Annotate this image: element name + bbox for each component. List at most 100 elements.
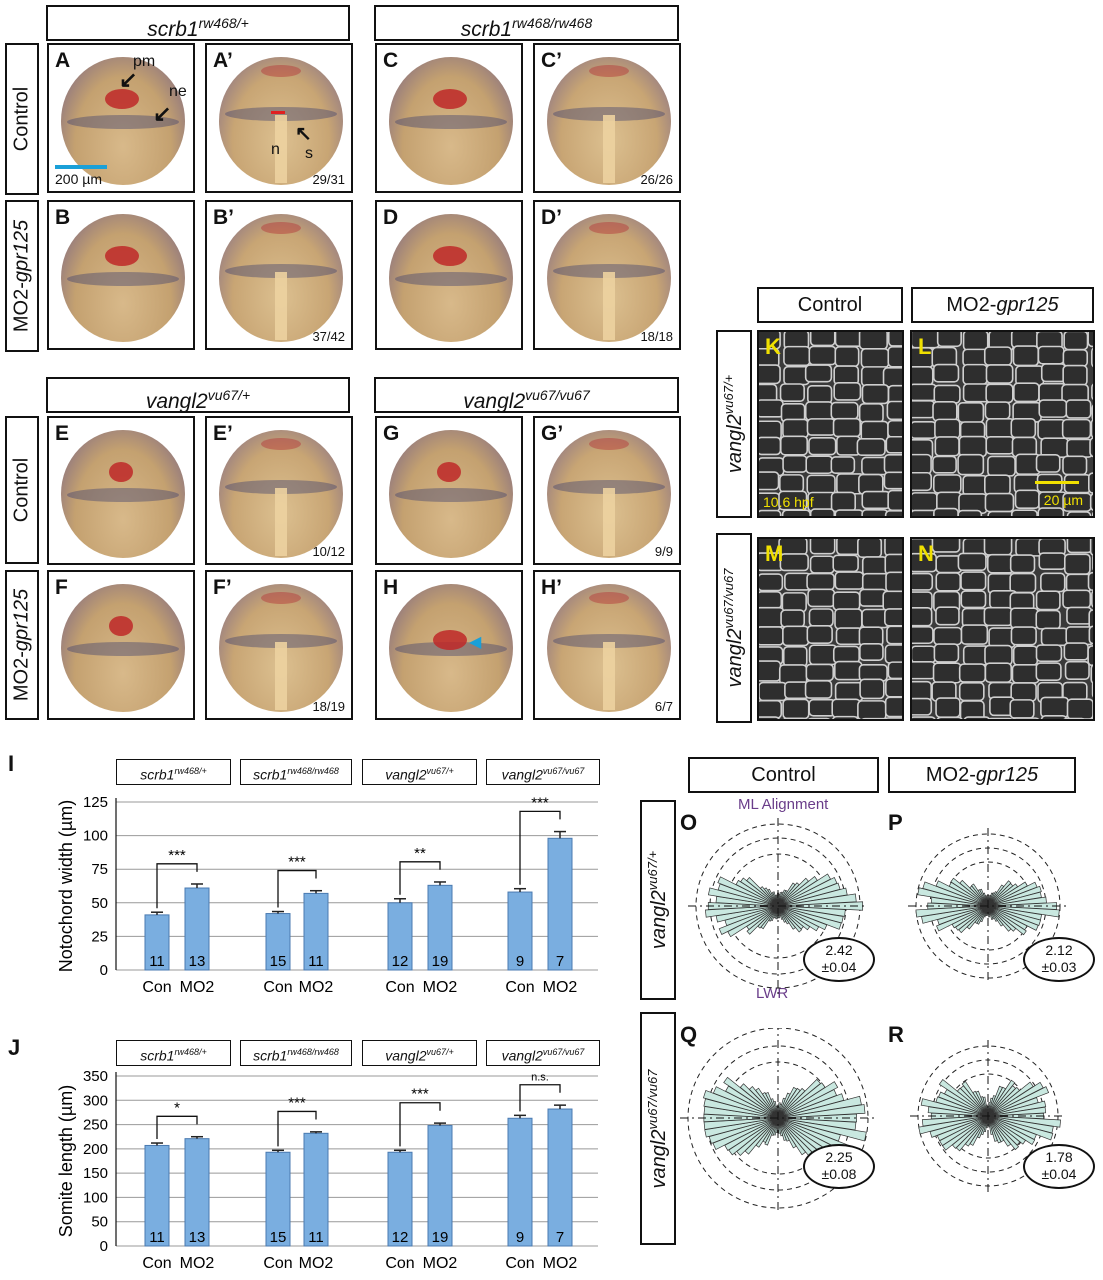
n-label: 11 [308,1229,324,1246]
cell-outline [809,508,836,516]
cell-outline [984,644,1013,666]
significance-bracket [519,1084,561,1112]
neural-plate-band [395,115,507,129]
embryo-panel-B2: B’ 37/42 [205,200,353,350]
cell-outline [1009,554,1036,574]
y-axis-label: Somite length (µm) [56,1085,76,1237]
panel-label-G2: G’ [541,422,564,445]
cell-outline [759,436,782,456]
cell-outline [884,539,902,557]
cell-outline [759,573,784,592]
y-tick-label: 200 [83,1141,108,1158]
cell-outline [804,364,833,383]
cell-outline [832,715,859,719]
neural-plate-band [553,634,665,648]
cell-outline [832,554,859,573]
cell-outline [1035,454,1061,473]
panel-label-C2: C’ [541,49,562,72]
cell-outline [1009,607,1039,629]
neural-plate-band [225,634,337,648]
bar [303,1132,329,1247]
cell-outline [886,625,902,645]
pm-annotation: pm [133,53,156,70]
embryo-panel-E2: E’ 10/12 [205,416,353,565]
cell-outline [984,492,1015,513]
cell-outline [984,401,1011,420]
anterior-stain [589,438,629,450]
cell-outline [1089,717,1093,719]
cell-outline [859,643,884,662]
embryo-image [61,57,185,185]
cell-membrane-image [759,539,902,719]
cell-outline [1014,489,1040,509]
bar [547,837,573,971]
embryo-panel-H: H ◀ [375,570,523,720]
cell-outline [835,627,864,646]
embryo-count-ratio: 10/12 [312,544,345,559]
cell-outline [1066,698,1093,719]
cell-outline [1063,332,1089,351]
cell-outline [856,438,886,457]
n-label: 12 [392,1229,409,1246]
cell-outline [861,717,887,719]
cell-membrane-image [759,332,902,516]
cell-outline [859,678,885,700]
neural-plate-band [225,480,337,494]
cell-outline [759,626,785,646]
cell-outline [1092,703,1093,716]
anterior-stain [261,592,301,604]
cell-outline [887,661,902,680]
cell-outline [885,435,902,454]
cell-outline [960,590,987,609]
notochord-stain [603,488,615,556]
cell-outline [783,345,811,367]
notochord-stain [275,642,287,710]
cell-outline [807,588,836,608]
cell-outline [1013,382,1040,403]
cell-outline [759,699,783,719]
cell-outline [932,662,962,684]
cell-outline [1062,455,1088,476]
cell-outline [808,608,834,627]
panel-label-E2: E’ [213,422,233,445]
cell-outline [1066,438,1093,458]
cell-outline [782,418,809,439]
cell-outline [781,592,807,613]
cell-outline [958,435,988,458]
embryo-count-ratio: 18/19 [312,699,345,714]
category-label: Con [385,1255,414,1272]
cell-outline [759,660,782,682]
chart-J-group-header: scrb1rw468/rw468 [240,1040,352,1066]
cell-outline [806,625,833,644]
cell-outline [1088,625,1093,645]
cell-outline [1009,572,1037,594]
cell-outline [958,663,987,683]
s-annotation: s [305,145,313,162]
cell-outline [857,700,887,719]
cell-outline [912,697,933,716]
cell-outline [782,454,808,473]
cell-outline [1088,609,1093,631]
notochord-stain [275,488,287,556]
confocal-panel-M: M [757,537,904,721]
somite-length-chart: 0 50 100 150 200 250 300 350 Somite length (µm) 1… [56,1068,598,1272]
lwr-value-Q: 2.25 ±0.08 [803,1144,875,1189]
cell-outline [1037,345,1065,365]
rose-plot-R [910,1040,1066,1192]
cell-outline [1064,660,1090,680]
cell-outline [931,539,961,553]
cell-outline [1091,511,1093,516]
panel-label-Q: Q [680,1022,698,1047]
cell-outline [782,698,810,719]
cell-outline [985,364,1014,384]
cell-outline [933,507,959,516]
rose-petal [987,1106,1047,1117]
neural-plate-band [67,115,179,129]
confocal-header-control: Control [757,287,903,323]
n-label: 9 [516,953,524,970]
embryo-panel-C2: C’ 26/26 [533,43,681,193]
cell-outline [1011,663,1040,684]
cell-outline [1038,399,1068,418]
bar [184,887,210,971]
cell-outline [806,572,835,591]
